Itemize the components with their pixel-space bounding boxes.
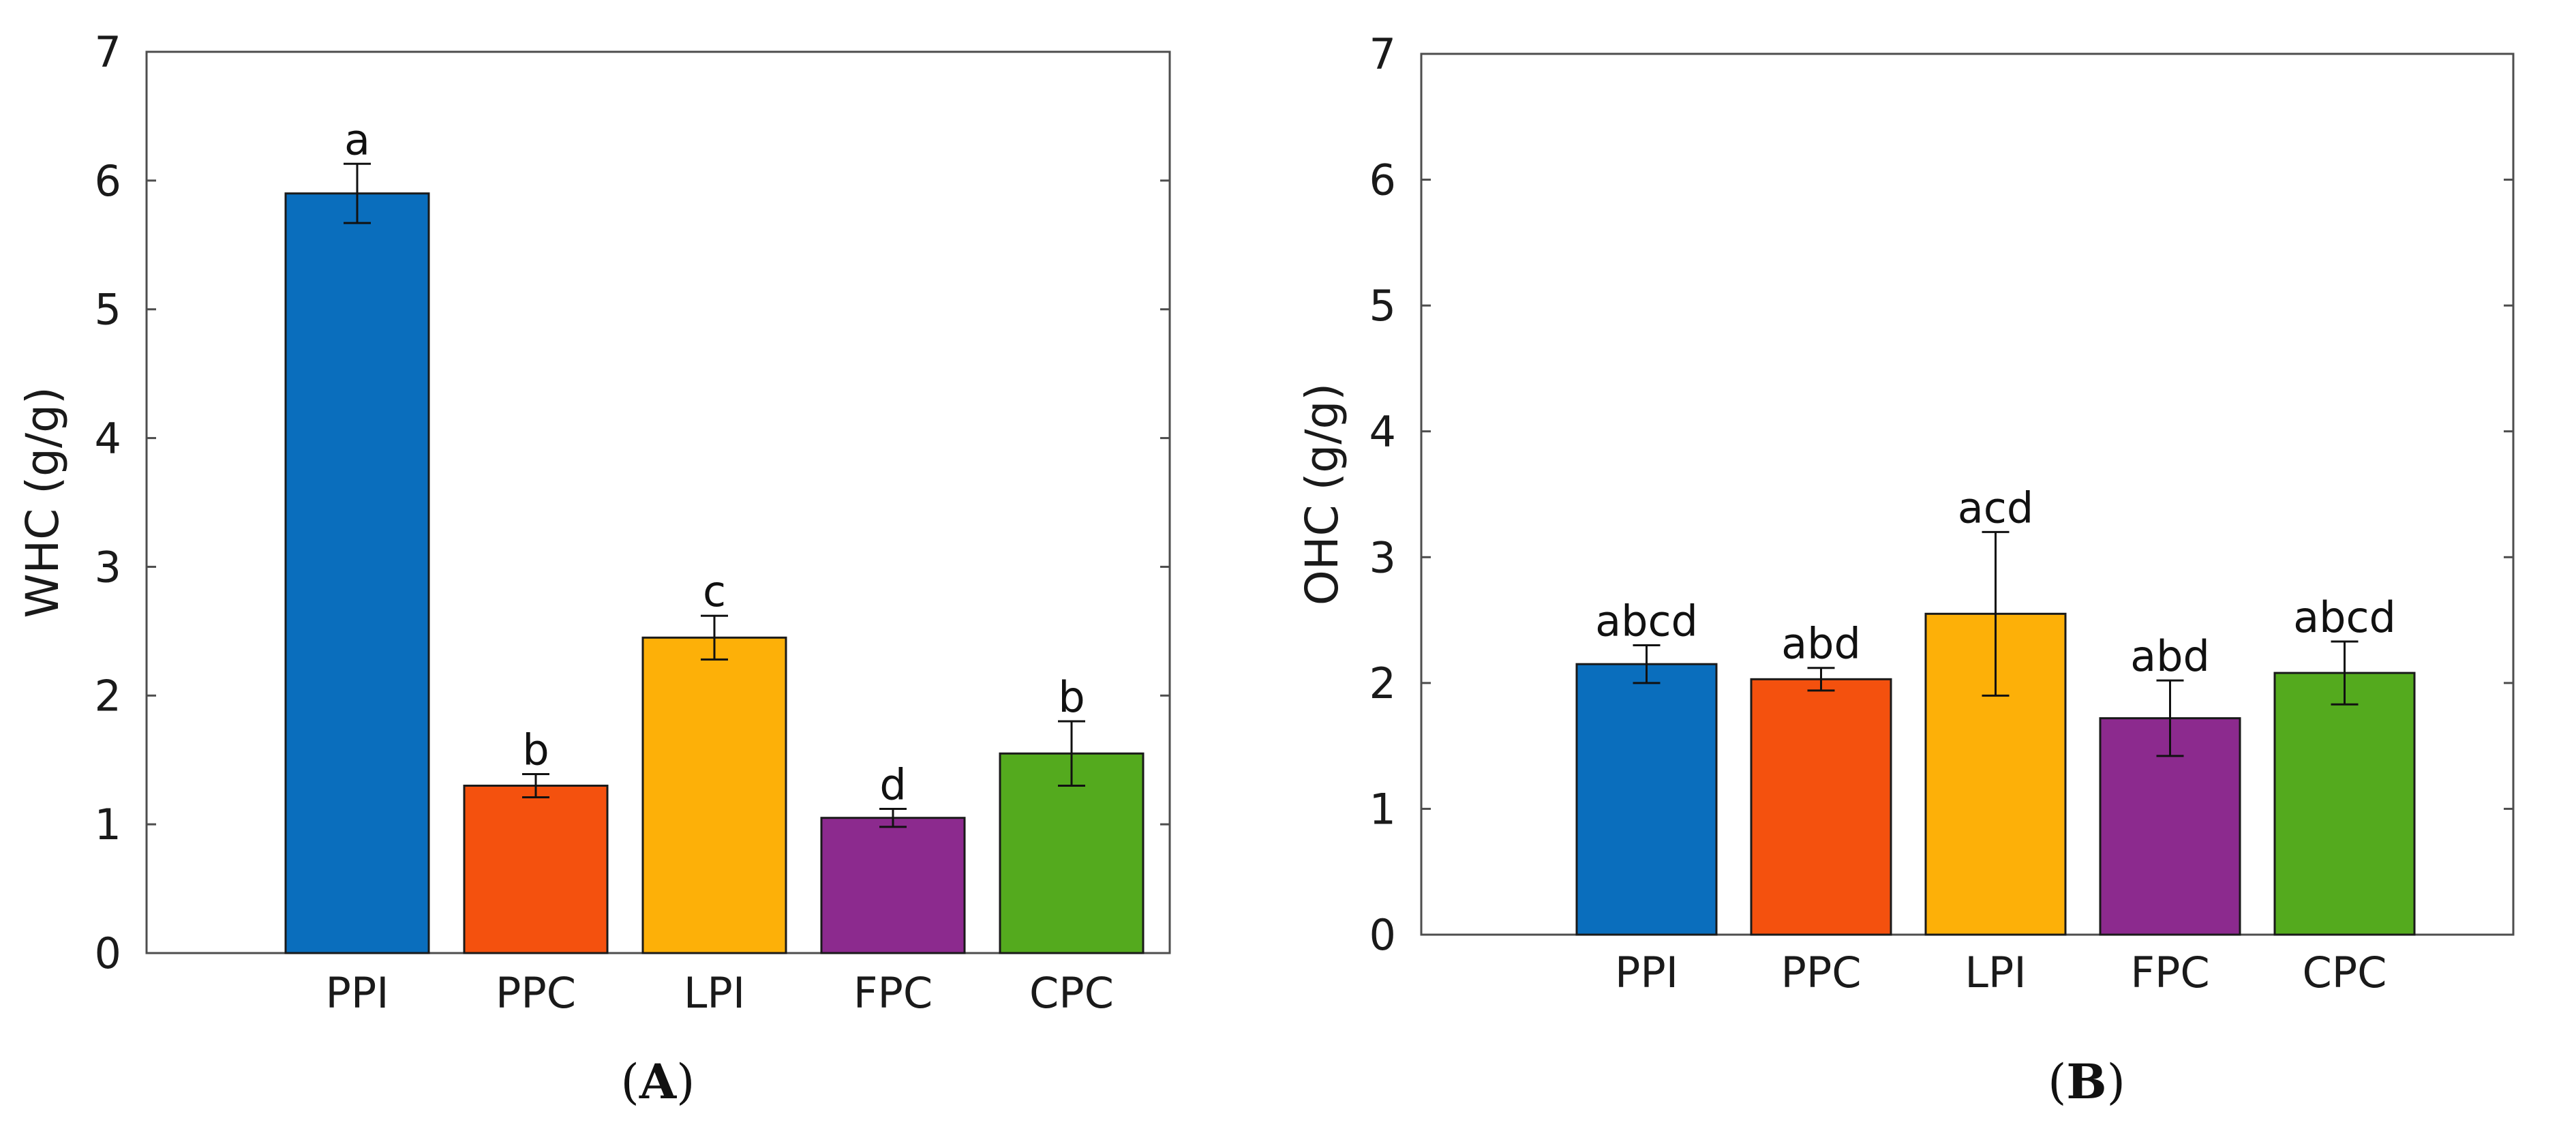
- bar-ppi-a: [284, 192, 430, 954]
- x-tick-label-cpc-a: CPC: [1029, 968, 1114, 1018]
- y-tick-label-b: 4: [1369, 407, 1396, 457]
- y-tick-label-a: 7: [95, 27, 121, 77]
- significance-label-fpc-b: abd: [2130, 631, 2210, 681]
- y-tick-label-b: 1: [1369, 784, 1396, 834]
- y-tick-label-a: 2: [95, 671, 121, 721]
- y-tick-label-a: 3: [95, 542, 121, 592]
- y-tick-label-b: 0: [1369, 910, 1396, 960]
- bar-lpi-a: [641, 636, 787, 954]
- bar-ppi-b: [1575, 663, 1718, 936]
- panel-caption-b: (B): [2048, 1053, 2125, 1110]
- y-axis-label-b: OHC (g/g): [1296, 383, 1348, 605]
- bar-fpc-a: [820, 817, 966, 954]
- x-axis-ticks-b: PPI PPC LPI FPC CPC: [1615, 948, 2387, 997]
- x-tick-label-lpi-b: LPI: [1965, 948, 2026, 997]
- significance-label-cpc-b: abcd: [2293, 592, 2396, 642]
- significance-label-fpc-a: d: [879, 759, 906, 809]
- x-tick-label-ppi-b: PPI: [1615, 948, 1678, 997]
- bars-b: abcd abd acd abd abcd: [1575, 483, 2416, 936]
- x-tick-label-ppc-a: PPC: [496, 968, 576, 1018]
- bars-a: a b c d b: [284, 115, 1145, 954]
- x-tick-label-ppc-b: PPC: [1781, 948, 1861, 997]
- significance-label-ppc-a: b: [522, 725, 549, 774]
- y-tick-label-a: 5: [95, 285, 121, 335]
- x-tick-label-cpc-b: CPC: [2303, 948, 2387, 997]
- y-tick-label-a: 1: [95, 800, 121, 849]
- significance-label-ppi-b: abcd: [1595, 596, 1698, 646]
- significance-label-lpi-b: acd: [1958, 483, 2033, 532]
- y-tick-label-b: 6: [1369, 155, 1396, 205]
- y-tick-label-b: 2: [1369, 659, 1396, 708]
- panel-letter-b: B: [2066, 1053, 2106, 1110]
- y-tick-label-a: 6: [95, 156, 121, 206]
- x-tick-label-ppi-a: PPI: [325, 968, 389, 1018]
- y-tick-label-b: 3: [1369, 532, 1396, 582]
- chart-panel-b: 0 1 2 3 4 5 6 7 abcd abd acd abd abcd PPI PPC LPI FPC C…: [1296, 29, 2515, 1110]
- panel-caption-a: (A): [621, 1053, 695, 1110]
- x-tick-label-lpi-a: LPI: [684, 968, 745, 1018]
- panel-letter-a: A: [639, 1053, 678, 1110]
- significance-label-cpc-a: b: [1058, 672, 1085, 722]
- bar-cpc-a: [999, 752, 1145, 954]
- significance-label-lpi-a: c: [703, 567, 726, 616]
- chart-panel-a: 0 1 2 3 4 5 6 7 a b c d b PPI PPC LPI FPC CPC WHC (g/g)…: [16, 27, 1171, 1110]
- x-tick-label-fpc-b: FPC: [2130, 948, 2209, 997]
- y-axis-label-a: WHC (g/g): [16, 387, 69, 618]
- y-tick-label-a: 4: [95, 414, 121, 464]
- y-axis-ticks-b: 0 1 2 3 4 5 6 7: [1369, 29, 2513, 960]
- bar-ppc-a: [463, 784, 609, 954]
- significance-label-ppi-a: a: [344, 115, 370, 164]
- bar-cpc-b: [2273, 672, 2416, 936]
- y-tick-label-b: 7: [1369, 29, 1396, 79]
- y-tick-label-a: 0: [95, 929, 121, 978]
- significance-label-ppc-b: abd: [1781, 619, 1861, 669]
- x-tick-label-fpc-a: FPC: [853, 968, 933, 1018]
- y-tick-label-b: 5: [1369, 281, 1396, 331]
- x-axis-ticks-a: PPI PPC LPI FPC CPC: [325, 968, 1114, 1018]
- y-axis-ticks-a: 0 1 2 3 4 5 6 7: [95, 27, 1170, 978]
- bar-ppc-b: [1750, 678, 1892, 936]
